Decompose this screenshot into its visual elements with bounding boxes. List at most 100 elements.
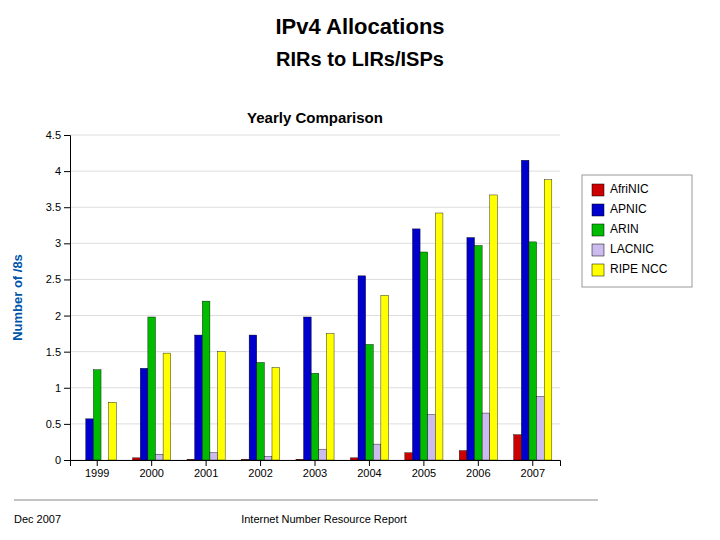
bar xyxy=(86,419,94,460)
tick: 1.5 xyxy=(46,346,70,358)
bar xyxy=(467,238,475,460)
tick-label: 3.5 xyxy=(46,201,61,213)
tick-label: 2004 xyxy=(357,467,381,479)
tick-label: 4 xyxy=(55,165,61,177)
annotation: Internet Number Resource Report xyxy=(241,513,407,525)
legend-item: APNIC xyxy=(592,202,647,216)
bar xyxy=(202,301,210,460)
legend-frame xyxy=(582,175,692,287)
bar xyxy=(319,449,327,460)
tick: 3.5 xyxy=(46,201,70,213)
tick-label: 2.5 xyxy=(46,273,61,285)
bar xyxy=(514,435,522,460)
bar xyxy=(435,213,443,460)
tick: 2002 xyxy=(248,460,272,479)
bar xyxy=(350,458,358,460)
tick-label: 4.5 xyxy=(46,129,61,141)
legend: AfriNICAPNICARINLACNICRIPE NCC xyxy=(582,175,692,287)
footer-rule xyxy=(14,500,598,501)
legend-item: RIPE NCC xyxy=(592,262,668,276)
tick-mark xyxy=(532,460,533,466)
bars xyxy=(86,160,552,460)
bar xyxy=(405,453,413,460)
x-axis: 199920002001200220032004200520062007 xyxy=(71,460,561,479)
tick-label: 1 xyxy=(55,382,61,394)
bar xyxy=(326,334,334,460)
bar xyxy=(521,160,529,460)
tick-mark xyxy=(64,460,70,461)
bar xyxy=(272,368,280,460)
tick-mark xyxy=(64,207,70,208)
tick-label: 3 xyxy=(55,237,61,249)
legend-swatch xyxy=(592,184,604,196)
bar xyxy=(195,335,203,460)
titles: IPv4 AllocationsRIRs to LIRs/ISPs xyxy=(275,14,444,70)
tick: 0.5 xyxy=(46,418,70,430)
annotation: Yearly Comparison xyxy=(247,109,383,126)
tick-mark xyxy=(64,171,70,172)
bar xyxy=(311,373,319,460)
grid-line xyxy=(70,279,560,280)
tick-mark xyxy=(64,352,70,353)
bar-series xyxy=(109,180,552,460)
tick-mark xyxy=(64,243,70,244)
bar xyxy=(537,396,545,460)
legend-swatch xyxy=(592,224,604,236)
tick-label: 2003 xyxy=(303,467,327,479)
tick-mark xyxy=(151,460,152,466)
tick: 2003 xyxy=(303,460,327,479)
legend-label: LACNIC xyxy=(610,242,654,256)
tick-label: 2007 xyxy=(521,467,545,479)
bar xyxy=(242,459,250,460)
tick-mark xyxy=(315,460,316,466)
bar xyxy=(304,317,312,460)
bar xyxy=(155,454,163,460)
plot: 00.511.522.533.544.519992000200120022003… xyxy=(46,129,561,479)
axis-domain xyxy=(71,461,561,467)
bar xyxy=(140,368,148,460)
tick: 2.5 xyxy=(46,273,70,285)
tick: 2 xyxy=(55,310,70,322)
tick-mark xyxy=(64,279,70,280)
axis-domain xyxy=(64,136,71,461)
tick-label: 2002 xyxy=(248,467,272,479)
legend-swatch xyxy=(592,244,604,256)
bar-series xyxy=(93,242,536,460)
bar-series xyxy=(155,396,544,460)
bar xyxy=(373,444,381,460)
bar xyxy=(420,252,428,460)
bar xyxy=(148,317,156,460)
chart: IPv4 AllocationsRIRs to LIRs/ISPs00.511.… xyxy=(0,0,720,540)
tick-mark xyxy=(64,424,70,425)
bar xyxy=(428,415,436,461)
legend-label: RIPE NCC xyxy=(610,262,668,276)
bar-series xyxy=(86,160,529,460)
bar xyxy=(358,276,366,460)
grid-line xyxy=(70,243,560,244)
tick-label: 2000 xyxy=(139,467,163,479)
bar xyxy=(490,195,498,460)
tick: 2004 xyxy=(357,460,381,479)
bar xyxy=(529,242,537,460)
tick-label: 2 xyxy=(55,310,61,322)
bar xyxy=(412,229,420,460)
legend-swatch xyxy=(592,204,604,216)
tick-mark xyxy=(97,460,98,466)
legend-item: LACNIC xyxy=(592,242,654,256)
tick: 2006 xyxy=(466,460,490,479)
bar xyxy=(78,460,86,461)
tick-mark xyxy=(206,460,207,466)
bar xyxy=(101,460,109,461)
tick-mark xyxy=(423,460,424,466)
annotation: Dec 2007 xyxy=(14,513,61,525)
grid-line xyxy=(70,351,560,352)
bar xyxy=(544,180,552,460)
tick: 1999 xyxy=(85,460,109,479)
bar xyxy=(249,335,257,460)
tick: 4 xyxy=(55,165,70,177)
tick-label: 2005 xyxy=(412,467,436,479)
legend-label: ARIN xyxy=(610,222,639,236)
tick-label: 1999 xyxy=(85,467,109,479)
grid xyxy=(70,135,560,460)
bar xyxy=(381,295,389,460)
